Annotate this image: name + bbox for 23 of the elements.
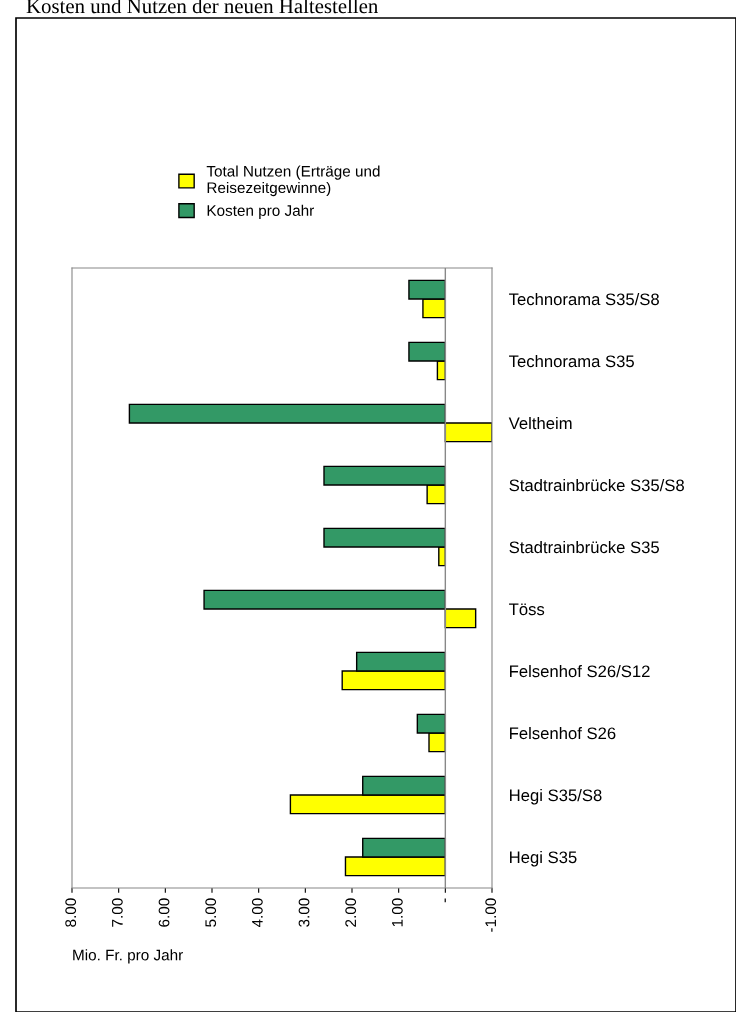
legend-label: Kosten pro Jahr xyxy=(207,204,314,220)
y-tick-label: Töss xyxy=(509,603,545,616)
y-tick-label: Stadtrainbrücke S35/S8 xyxy=(509,478,684,492)
y-tick-label: Felsenhof S26/S12 xyxy=(510,664,650,678)
legend-label: Total Nutzen (Erträge und Reisezeitgewinne) xyxy=(206,165,380,197)
x-tick-label: 5.00 xyxy=(205,898,217,927)
x-tick-label: 3.00 xyxy=(298,898,310,927)
y-tick-label: Hegi S35/S8 xyxy=(510,788,602,805)
x-tick-label: -1.00 xyxy=(485,898,497,932)
x-tick-label: 7.00 xyxy=(111,898,123,927)
y-tick-label: Technorama S35 xyxy=(509,354,634,368)
x-tick-label: 2.00 xyxy=(345,898,357,927)
x-tick-label: 4.00 xyxy=(251,898,263,928)
x-tick-label: 1.00 xyxy=(391,898,403,927)
y-tick-label: Technorama S35/S8 xyxy=(509,292,659,306)
y-tick-label: Felsenhof S26 xyxy=(510,726,616,740)
x-tick-label: 6.00 xyxy=(158,898,170,927)
y-tick-label: Stadtrainbrücke S35 xyxy=(509,540,659,554)
y-tick-label: Hegi S35 xyxy=(510,850,577,867)
x-axis-title: Mio. Fr. pro Jahr xyxy=(73,949,183,964)
x-tick-label: - xyxy=(444,898,446,903)
y-tick-label: Veltheim xyxy=(508,416,572,430)
x-tick-label: 8.00 xyxy=(65,898,77,927)
